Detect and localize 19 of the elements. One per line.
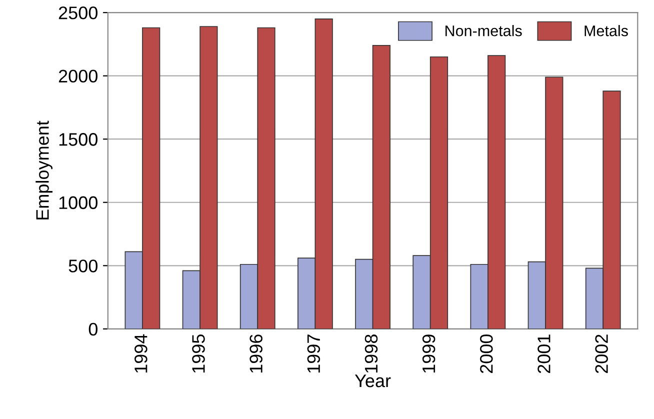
y-tick-label: 1500	[59, 133, 98, 146]
y-tick-label: 500	[68, 260, 98, 272]
x-tick-label: 1998	[364, 334, 378, 373]
x-tick-label: 1994	[134, 334, 148, 373]
legend-label: Non-metals	[446, 25, 522, 36]
x-tick-label: 1997	[307, 334, 320, 373]
y-axis-title: Employment	[36, 120, 52, 220]
y-tick-label: 2500	[58, 6, 98, 20]
x-tick-label: 1996	[250, 334, 262, 373]
y-tick-label: 1000	[59, 196, 98, 210]
x-tick-label: 1999	[422, 334, 436, 373]
x-axis-title: Year	[354, 374, 391, 388]
legend-label: Metals	[584, 25, 628, 36]
y-tick-label: 2000	[58, 70, 98, 83]
y-tick-label: 0	[88, 322, 98, 336]
x-tick-label: 2000	[480, 334, 493, 374]
x-tick-label: 1995	[192, 334, 205, 373]
x-tick-label: 2001	[538, 334, 550, 374]
x-tick-label: 2002	[595, 334, 608, 374]
